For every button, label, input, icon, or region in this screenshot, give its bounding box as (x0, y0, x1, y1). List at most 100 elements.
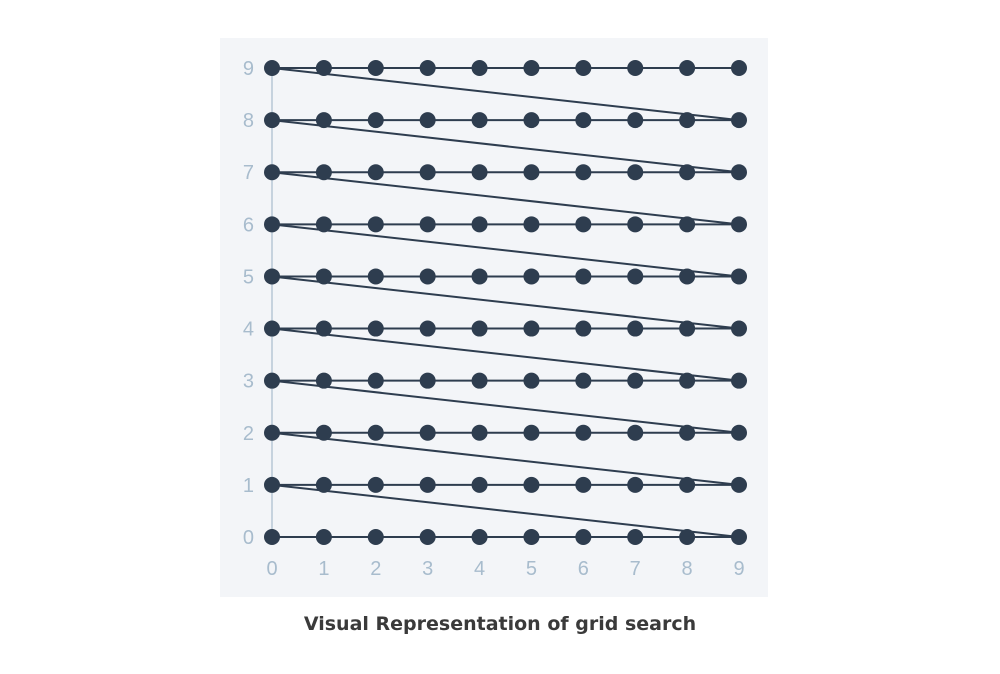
data-point-4-4 (471, 320, 488, 337)
data-point-8-8 (679, 112, 696, 129)
data-point-9-2 (731, 424, 747, 441)
data-point-2-0 (367, 529, 384, 545)
data-point-8-2 (679, 424, 696, 441)
diagonal-line-1 (271, 431, 740, 486)
diagonal-line-5 (271, 223, 740, 278)
y-tick-labels: 0 1 2 3 4 5 6 7 8 9 (243, 58, 254, 549)
data-point-8-0 (679, 529, 696, 545)
data-point-7-3 (627, 372, 644, 389)
data-point-1-4 (315, 320, 332, 337)
data-point-1-6 (315, 216, 332, 233)
data-point-7-5 (627, 268, 644, 285)
data-point-7-0 (627, 529, 644, 545)
data-point-0-1 (264, 476, 280, 493)
figure-caption: Visual Representation of grid search (303, 613, 697, 635)
data-point-0-6 (264, 216, 280, 233)
data-point-4-9 (471, 60, 488, 76)
data-point-3-5 (419, 268, 436, 285)
data-point-9-0 (731, 529, 747, 545)
data-point-1-9 (315, 60, 332, 76)
x-tick-label: 1 (318, 558, 329, 580)
data-point-8-3 (679, 372, 696, 389)
data-point-0-0 (264, 529, 280, 545)
data-point-5-3 (523, 372, 540, 389)
data-point-3-4 (419, 320, 436, 337)
data-point-3-0 (419, 529, 436, 545)
chart-figure: 0 1 2 3 4 5 6 7 8 9 0 1 2 3 4 5 6 7 8 9 (220, 38, 768, 597)
data-point-2-9 (367, 60, 384, 76)
diagonal-line-6 (271, 171, 740, 226)
data-point-8-7 (679, 164, 696, 181)
data-point-3-3 (419, 372, 436, 389)
data-point-2-1 (367, 476, 384, 493)
x-tick-label: 5 (526, 558, 537, 580)
data-point-5-9 (523, 60, 540, 76)
data-point-1-5 (315, 268, 332, 285)
data-point-5-6 (523, 216, 540, 233)
x-tick-label: 0 (266, 558, 277, 580)
data-point-0-4 (264, 320, 280, 337)
y-tick-label: 1 (243, 475, 254, 497)
x-tick-label: 9 (733, 558, 744, 580)
data-point-0-7 (264, 164, 280, 181)
data-point-6-7 (575, 164, 592, 181)
data-point-4-6 (471, 216, 488, 233)
data-point-9-5 (731, 268, 747, 285)
data-point-8-9 (679, 60, 696, 76)
data-point-5-5 (523, 268, 540, 285)
y-tick-label: 2 (243, 423, 254, 445)
grid-points (264, 60, 747, 545)
data-point-1-2 (315, 424, 332, 441)
data-point-6-6 (575, 216, 592, 233)
data-point-7-7 (627, 164, 644, 181)
x-tick-label: 4 (474, 558, 485, 580)
x-tick-label: 7 (630, 558, 641, 580)
y-tick-label: 0 (243, 527, 254, 549)
data-point-4-0 (471, 529, 488, 545)
grid-search-chart: 0 1 2 3 4 5 6 7 8 9 0 1 2 3 4 5 6 7 8 9 (220, 38, 768, 597)
data-point-3-8 (419, 112, 436, 129)
diagonal-line-7 (271, 119, 740, 174)
data-point-1-8 (315, 112, 332, 129)
data-point-2-4 (367, 320, 384, 337)
data-point-2-3 (367, 372, 384, 389)
data-point-5-7 (523, 164, 540, 181)
data-point-2-2 (367, 424, 384, 441)
data-point-1-1 (315, 476, 332, 493)
data-point-2-7 (367, 164, 384, 181)
data-point-5-2 (523, 424, 540, 441)
data-point-1-0 (315, 529, 332, 545)
data-point-0-3 (264, 372, 280, 389)
data-point-5-0 (523, 529, 540, 545)
diagonal-line-2 (271, 379, 740, 434)
data-point-9-4 (731, 320, 747, 337)
plot-background (220, 38, 768, 597)
data-point-4-7 (471, 164, 488, 181)
y-tick-label: 6 (243, 214, 254, 236)
data-point-6-1 (575, 476, 592, 493)
y-tick-label: 3 (243, 371, 254, 393)
data-point-6-9 (575, 60, 592, 76)
diagonal-line-4 (271, 275, 740, 330)
y-tick-label: 8 (243, 110, 254, 132)
search-path (271, 67, 740, 538)
data-point-1-7 (315, 164, 332, 181)
data-point-0-8 (264, 112, 280, 129)
data-point-0-9 (264, 60, 280, 76)
data-point-5-4 (523, 320, 540, 337)
x-tick-label: 6 (578, 558, 589, 580)
data-point-2-6 (367, 216, 384, 233)
y-tick-label: 7 (243, 162, 254, 184)
data-point-4-2 (471, 424, 488, 441)
data-point-0-5 (264, 268, 280, 285)
data-point-2-5 (367, 268, 384, 285)
y-tick-label: 9 (243, 58, 254, 80)
data-point-6-8 (575, 112, 592, 129)
data-point-4-5 (471, 268, 488, 285)
data-point-9-3 (731, 372, 747, 389)
data-point-8-6 (679, 216, 696, 233)
data-point-3-2 (419, 424, 436, 441)
data-point-4-3 (471, 372, 488, 389)
x-tick-label: 8 (682, 558, 693, 580)
data-point-3-9 (419, 60, 436, 76)
